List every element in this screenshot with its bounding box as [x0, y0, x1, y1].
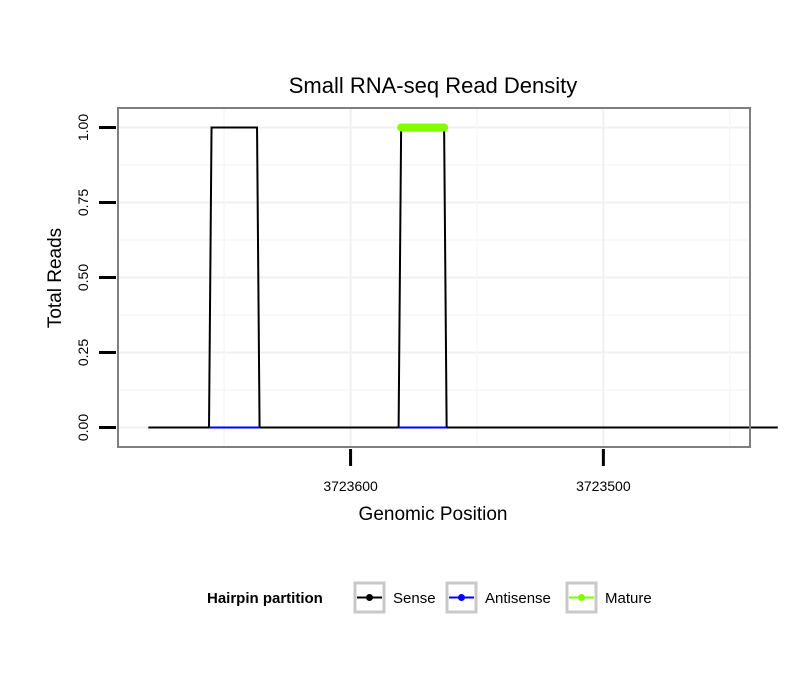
y-tick-label: 0.50 [75, 264, 91, 291]
y-tick-label: 0.00 [75, 414, 91, 441]
x-axis: 3723600 3723500 [323, 449, 631, 494]
y-axis-label: Total Reads [45, 228, 66, 328]
legend-key-dot [578, 594, 585, 601]
legend-title: Hairpin partition [207, 590, 323, 607]
legend-label: Sense [393, 590, 436, 607]
series-line-sense [148, 126, 778, 429]
y-tick-label: 0.25 [75, 339, 91, 366]
legend-key-box [565, 581, 598, 614]
series-layer [148, 123, 778, 429]
legend-items: Sense Antisense Mature [353, 581, 652, 614]
legend-label: Mature [605, 590, 652, 607]
y-tick-label: 1.00 [75, 114, 91, 141]
legend-item-mature: Mature [565, 581, 652, 614]
legend-key-dot [366, 594, 373, 601]
legend-key-dot [458, 594, 465, 601]
plot-border [117, 107, 751, 448]
x-tick-label: 3723500 [576, 478, 631, 494]
legend-item-sense: Sense [353, 581, 436, 614]
legend-label: Antisense [485, 590, 551, 607]
chart-title: Small RNA-seq Read Density [289, 73, 578, 98]
x-tick-label: 3723600 [323, 478, 378, 494]
y-axis: 0.00 0.25 0.50 0.75 1.00 [75, 114, 116, 441]
legend-item-antisense: Antisense [445, 581, 551, 614]
x-axis-label: Genomic Position [359, 504, 508, 525]
y-tick-label: 0.75 [75, 189, 91, 216]
legend: Hairpin partition Sense Antisense Mature [207, 581, 652, 614]
